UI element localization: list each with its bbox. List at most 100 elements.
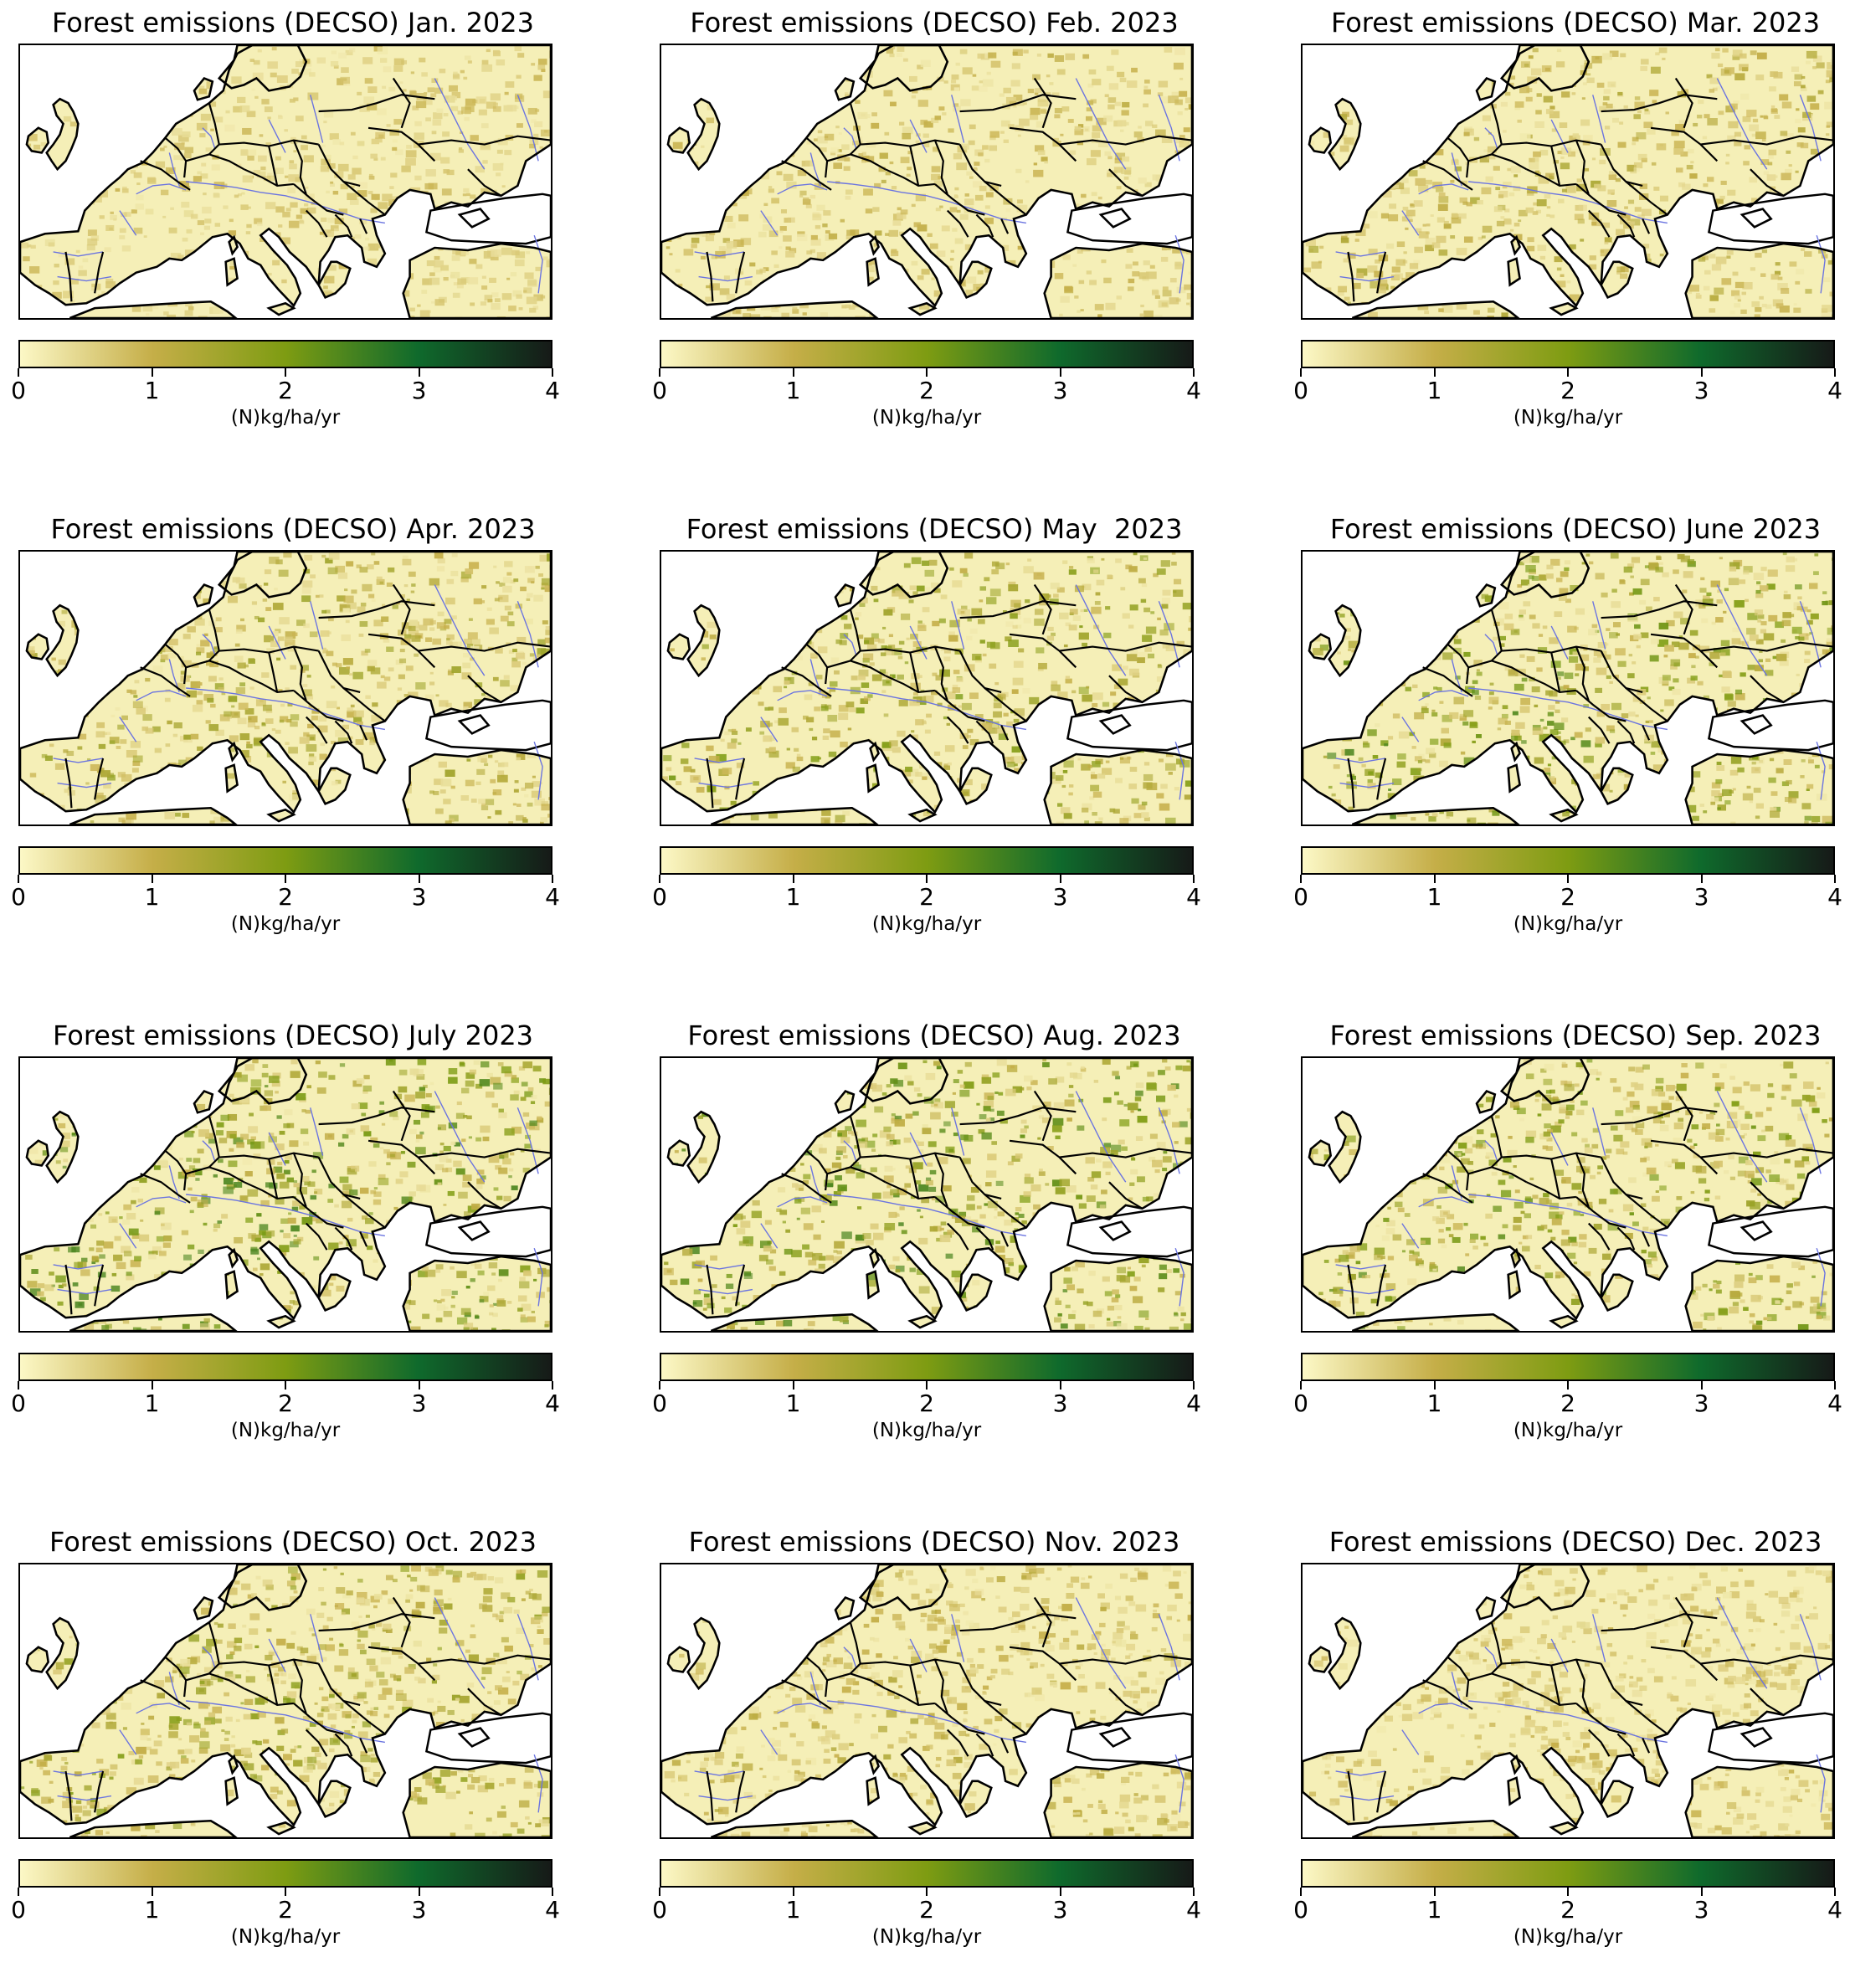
colorbar: [18, 340, 552, 368]
colorbar-tick: [1567, 875, 1569, 883]
land-mass: [661, 1564, 1192, 1837]
europe-map: [1303, 552, 1833, 824]
panel-title: Forest emissions (DECSO) Feb. 2023: [641, 7, 1227, 39]
colorbar-tick: [552, 368, 553, 377]
colorbar-tick-label: 3: [394, 1390, 445, 1417]
panel-title: Forest emissions (DECSO) Nov. 2023: [641, 1526, 1227, 1558]
colorbar: [660, 1353, 1194, 1381]
map-area: [660, 44, 1194, 320]
map-area: [1301, 1563, 1835, 1839]
colorbar-tick-label: 4: [1810, 377, 1850, 404]
colorbar-unit-label: (N)kg/ha/yr: [660, 407, 1194, 429]
europe-map: [20, 1058, 551, 1331]
colorbar-tick: [1434, 875, 1436, 883]
colorbar-tick-label: 0: [0, 883, 44, 911]
colorbar-tick: [18, 1381, 19, 1390]
colorbar-tick: [419, 875, 420, 883]
colorbar-tick-label: 0: [0, 1390, 44, 1417]
colorbar-tick-label: 2: [1543, 1390, 1593, 1417]
colorbar: [18, 1859, 552, 1888]
colorbar: [660, 1859, 1194, 1888]
colorbar-tick: [1701, 875, 1703, 883]
colorbar-unit-label: (N)kg/ha/yr: [660, 1420, 1194, 1441]
colorbar: [1301, 1859, 1835, 1888]
colorbar-tick-label: 0: [635, 883, 685, 911]
colorbar-tick-label: 1: [768, 1896, 819, 1924]
colorbar-tick-label: 1: [768, 377, 819, 404]
colorbar-tick: [1300, 368, 1302, 377]
colorbar-tick-label: 0: [0, 1896, 44, 1924]
colorbar-tick: [1834, 368, 1836, 377]
colorbar-tick-label: 3: [394, 377, 445, 404]
colorbar-tick-label: 4: [527, 883, 578, 911]
colorbar-tick-label: 1: [768, 883, 819, 911]
colorbar-tick: [1300, 875, 1302, 883]
colorbar-unit-label: (N)kg/ha/yr: [18, 407, 552, 429]
colorbar-tick-label: 1: [1410, 1390, 1460, 1417]
colorbar-tick: [1701, 368, 1703, 377]
colorbar-tick: [1193, 1888, 1195, 1896]
panel-title: Forest emissions (DECSO) Dec. 2023: [1282, 1526, 1850, 1558]
colorbar-tick: [152, 1381, 153, 1390]
colorbar-tick-label: 0: [1276, 883, 1326, 911]
colorbar-tick-label: 2: [902, 1390, 952, 1417]
colorbar-tick-label: 1: [1410, 377, 1460, 404]
panel-title: Forest emissions (DECSO) Sep. 2023: [1282, 1020, 1850, 1051]
colorbar-tick-label: 4: [1810, 1896, 1850, 1924]
colorbar-tick: [793, 368, 794, 377]
colorbar-tick-label: 1: [127, 377, 177, 404]
colorbar-tick: [18, 368, 19, 377]
panel-title: Forest emissions (DECSO) July 2023: [0, 1020, 586, 1051]
colorbar-tick-label: 4: [1169, 377, 1219, 404]
colorbar-unit-label: (N)kg/ha/yr: [18, 1420, 552, 1441]
europe-map: [1303, 45, 1833, 318]
colorbar-tick: [1701, 1381, 1703, 1390]
panel-title: Forest emissions (DECSO) Aug. 2023: [641, 1020, 1227, 1051]
colorbar-tick-label: 0: [635, 1896, 685, 1924]
map-area: [660, 1056, 1194, 1333]
colorbar-tick: [1834, 1888, 1836, 1896]
europe-map: [661, 1564, 1192, 1837]
colorbar-tick: [1434, 368, 1436, 377]
colorbar-unit-label: (N)kg/ha/yr: [660, 1926, 1194, 1948]
colorbar-tick: [18, 1888, 19, 1896]
europe-map: [1303, 1058, 1833, 1331]
colorbar-tick: [419, 1381, 420, 1390]
colorbar-tick: [1300, 1888, 1302, 1896]
colorbar-tick: [659, 1888, 660, 1896]
colorbar-tick-label: 4: [527, 1896, 578, 1924]
colorbar-tick: [552, 1888, 553, 1896]
panel-title: Forest emissions (DECSO) Oct. 2023: [0, 1526, 586, 1558]
colorbar: [1301, 1353, 1835, 1381]
colorbar-tick-label: 2: [902, 883, 952, 911]
colorbar-tick-label: 4: [1169, 1390, 1219, 1417]
colorbar-tick: [152, 368, 153, 377]
colorbar-tick: [793, 875, 794, 883]
colorbar-tick-label: 3: [1677, 1896, 1727, 1924]
colorbar-tick: [285, 1381, 286, 1390]
colorbar-tick: [1060, 1381, 1061, 1390]
colorbar-tick-label: 3: [1035, 1896, 1086, 1924]
colorbar-unit-label: (N)kg/ha/yr: [1301, 407, 1835, 429]
colorbar-tick-label: 1: [1410, 1896, 1460, 1924]
europe-map: [20, 45, 551, 318]
colorbar-tick: [926, 368, 928, 377]
colorbar-tick-label: 3: [1035, 1390, 1086, 1417]
colorbar-tick-label: 4: [1810, 883, 1850, 911]
colorbar-tick: [1701, 1888, 1703, 1896]
colorbar-tick: [1567, 368, 1569, 377]
colorbar-tick-label: 3: [394, 883, 445, 911]
europe-map: [20, 1564, 551, 1837]
colorbar: [1301, 340, 1835, 368]
europe-map: [661, 45, 1192, 318]
colorbar-tick: [1434, 1888, 1436, 1896]
colorbar-tick: [926, 1381, 928, 1390]
colorbar-tick: [926, 1888, 928, 1896]
colorbar-tick: [926, 875, 928, 883]
